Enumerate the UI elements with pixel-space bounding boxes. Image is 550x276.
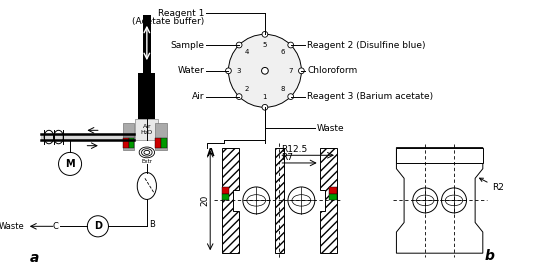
Circle shape <box>228 34 301 107</box>
Text: 5: 5 <box>263 42 267 48</box>
Bar <box>138 73 156 119</box>
Circle shape <box>262 67 268 74</box>
Text: 8: 8 <box>281 86 285 92</box>
Ellipse shape <box>416 195 434 206</box>
Text: Chloroform: Chloroform <box>307 66 358 75</box>
Text: 4: 4 <box>244 49 249 55</box>
Text: Reagent 1: Reagent 1 <box>158 9 205 18</box>
Text: Extr: Extr <box>141 158 152 164</box>
Text: 6: 6 <box>281 49 285 55</box>
Text: C: C <box>53 222 58 231</box>
Bar <box>129 138 134 148</box>
Ellipse shape <box>247 195 266 206</box>
Text: Reagent 2 (Disulfine blue): Reagent 2 (Disulfine blue) <box>307 41 426 49</box>
Bar <box>329 194 337 200</box>
Text: 1: 1 <box>263 94 267 100</box>
Circle shape <box>412 188 438 213</box>
Bar <box>123 138 129 148</box>
Polygon shape <box>320 148 337 253</box>
Ellipse shape <box>292 195 311 206</box>
Text: R12.5: R12.5 <box>281 145 307 154</box>
Text: 7: 7 <box>289 68 293 74</box>
Text: Water: Water <box>178 66 205 75</box>
Bar <box>123 123 134 150</box>
Circle shape <box>236 42 242 48</box>
Bar <box>222 194 229 200</box>
Bar <box>143 15 151 73</box>
Circle shape <box>58 152 81 176</box>
Circle shape <box>87 216 108 237</box>
Bar <box>329 187 337 194</box>
Text: R2: R2 <box>480 178 504 192</box>
Circle shape <box>288 187 315 214</box>
Bar <box>156 138 161 148</box>
Text: M: M <box>65 159 75 169</box>
Bar <box>156 123 167 150</box>
Circle shape <box>442 188 466 213</box>
Polygon shape <box>397 148 483 253</box>
Text: R7: R7 <box>281 153 293 162</box>
Text: b: b <box>485 249 494 263</box>
Text: D: D <box>94 221 102 231</box>
Polygon shape <box>222 148 239 253</box>
Bar <box>161 138 167 148</box>
Text: Sample: Sample <box>170 41 205 49</box>
Bar <box>135 119 158 140</box>
Circle shape <box>299 68 304 74</box>
Text: Air: Air <box>192 92 205 101</box>
Circle shape <box>236 94 242 99</box>
Text: a: a <box>30 251 39 265</box>
Text: 20: 20 <box>200 195 209 206</box>
Circle shape <box>243 187 270 214</box>
Text: Waste: Waste <box>0 222 25 231</box>
Text: Reagent 3 (Barium acetate): Reagent 3 (Barium acetate) <box>307 92 433 101</box>
Bar <box>274 148 284 253</box>
Bar <box>397 148 483 163</box>
Ellipse shape <box>138 172 156 200</box>
Text: B: B <box>148 220 155 229</box>
Circle shape <box>226 68 232 74</box>
Text: 2: 2 <box>244 86 249 92</box>
Circle shape <box>288 94 294 99</box>
Bar <box>222 187 229 194</box>
Text: Waste: Waste <box>317 124 344 133</box>
Circle shape <box>262 31 268 37</box>
Ellipse shape <box>446 195 463 206</box>
Circle shape <box>288 42 294 48</box>
Circle shape <box>262 104 268 110</box>
Text: A: A <box>207 148 215 158</box>
Text: (Acetate buffer): (Acetate buffer) <box>132 17 205 26</box>
Text: 3: 3 <box>236 68 241 74</box>
Text: Air
H₂O: Air H₂O <box>141 124 153 135</box>
